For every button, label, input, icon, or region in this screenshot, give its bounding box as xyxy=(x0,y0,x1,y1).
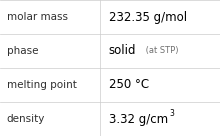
Text: melting point: melting point xyxy=(7,80,77,90)
Text: molar mass: molar mass xyxy=(7,12,68,22)
Text: (at STP): (at STP) xyxy=(143,47,178,55)
Text: solid: solid xyxy=(109,44,136,58)
Text: 232.35 g/mol: 232.35 g/mol xyxy=(109,10,187,24)
Text: 250 °C: 250 °C xyxy=(109,78,149,92)
Text: density: density xyxy=(7,114,45,124)
Text: 3: 3 xyxy=(169,109,174,118)
Text: phase: phase xyxy=(7,46,38,56)
Text: 3.32 g/cm: 3.32 g/cm xyxy=(109,112,168,126)
